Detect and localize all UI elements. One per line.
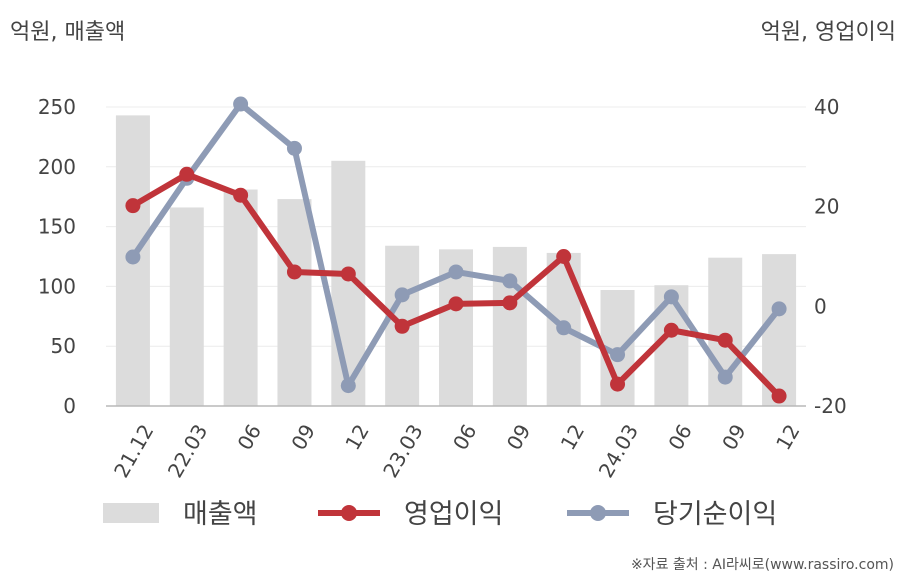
legend-label: 당기순이익: [653, 499, 777, 530]
data-point: [340, 266, 356, 282]
x-tick-label: 06: [448, 420, 482, 454]
left-y-tick-label: 0: [63, 394, 76, 418]
right-y-tick-label: 40: [814, 95, 839, 119]
data-point: [286, 140, 302, 156]
right-y-tick-label: 20: [814, 195, 839, 219]
right-axis-unit: 억원, 영업이익: [760, 20, 896, 45]
data-point: [771, 388, 787, 404]
x-tick-label: 22.03: [163, 420, 212, 482]
legend-label: 영업이익: [404, 499, 503, 530]
legend-swatch-marker: [590, 505, 606, 521]
data-point: [771, 301, 787, 317]
line-series: [125, 96, 787, 404]
data-point: [610, 347, 626, 363]
x-tick-label: 09: [502, 420, 536, 454]
data-point: [179, 166, 195, 182]
data-point: [394, 287, 410, 303]
legend-swatch-bar: [103, 503, 159, 523]
data-point: [394, 318, 410, 334]
data-point: [663, 322, 679, 338]
x-tick-label: 09: [717, 420, 751, 454]
data-point: [233, 187, 249, 203]
data-point: [717, 332, 733, 348]
left-y-tick-label: 200: [38, 155, 76, 179]
bar: [169, 207, 204, 406]
data-point: [502, 273, 518, 289]
left-y-tick-label: 250: [38, 95, 76, 119]
data-point: [502, 295, 518, 311]
source-note: ※자료 출처 : AI라씨로(www.rassiro.com): [630, 557, 894, 573]
data-point: [340, 378, 356, 394]
data-point: [448, 264, 464, 280]
x-tick-label: 12: [771, 420, 805, 454]
x-tick-label: 12: [556, 420, 590, 454]
x-tick-label: 06: [663, 420, 697, 454]
data-point: [663, 289, 679, 305]
left-y-tick-label: 50: [51, 334, 76, 358]
data-point: [610, 376, 626, 392]
legend-swatch-marker: [341, 505, 357, 521]
bar-series: [115, 115, 797, 406]
data-point: [556, 249, 572, 264]
data-point: [717, 369, 733, 385]
data-point: [286, 264, 302, 280]
x-tick-label: 24.03: [594, 420, 643, 482]
data-point: [125, 249, 141, 265]
x-tick-label: 21.12: [109, 420, 158, 482]
left-y-tick-label: 150: [38, 215, 76, 239]
data-point: [556, 320, 572, 336]
left-y-tick-label: 100: [38, 274, 76, 298]
x-tick-label: 23.03: [378, 420, 427, 482]
x-tick-label: 06: [233, 420, 267, 454]
x-tick-label: 12: [340, 420, 374, 454]
bar: [223, 189, 258, 406]
bar: [492, 246, 527, 406]
data-point: [233, 96, 249, 112]
bar: [277, 199, 312, 406]
legend: 매출액 영업이익 당기순이익: [103, 499, 777, 530]
right-y-tick-label: 0: [814, 294, 827, 318]
x-tick-label: 09: [286, 420, 320, 454]
right-y-tick-label: -20: [814, 394, 847, 418]
data-point: [125, 198, 141, 214]
left-axis-unit: 억원, 매출액: [10, 20, 126, 45]
data-point: [448, 296, 464, 312]
legend-label: 매출액: [183, 499, 258, 530]
